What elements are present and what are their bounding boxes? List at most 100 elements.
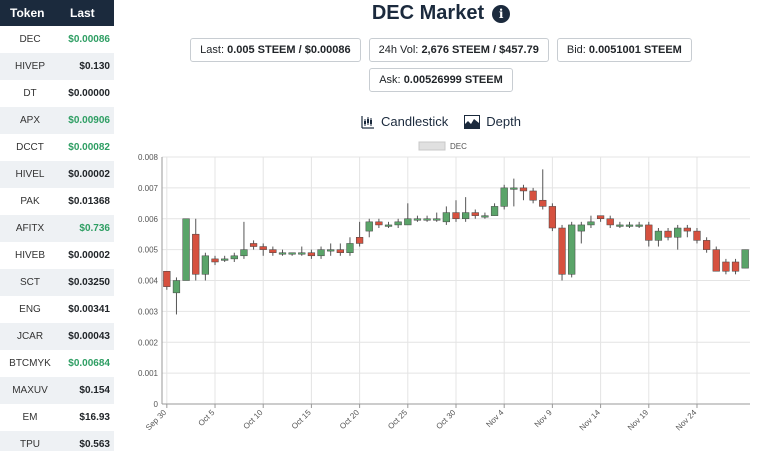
token-last-price: $0.00043 xyxy=(68,331,110,342)
tab-depth[interactable]: Depth xyxy=(464,114,521,129)
token-row[interactable]: HIVEB $0.00002 xyxy=(0,242,114,269)
x-tick-label: Nov 4 xyxy=(484,408,506,430)
candle-body xyxy=(519,187,528,192)
candle-body xyxy=(587,221,595,226)
candle-body xyxy=(462,212,470,219)
token-row[interactable]: EM $16.93 xyxy=(0,404,114,431)
token-row[interactable]: APX $0.00906 xyxy=(0,107,114,134)
token-last-price: $0.563 xyxy=(79,439,110,450)
candle-body xyxy=(548,206,557,229)
info-icon[interactable]: i xyxy=(492,4,511,23)
x-tick-label: Nov 14 xyxy=(578,408,603,433)
candle-body xyxy=(365,221,373,232)
token-symbol: HIVEB xyxy=(14,250,45,261)
candle-body xyxy=(539,199,547,207)
volume-label: 24h Vol: xyxy=(378,44,419,56)
last-column-header[interactable]: Last xyxy=(70,6,95,20)
candle-body xyxy=(278,252,287,255)
token-last-price: $0.00002 xyxy=(68,169,110,180)
bid-value: 0.0051001 STEEM xyxy=(588,44,682,56)
token-row[interactable]: DT $0.00000 xyxy=(0,80,114,107)
token-last-price: $0.154 xyxy=(79,385,110,396)
token-row[interactable]: SCT $0.03250 xyxy=(0,269,114,296)
ask-value: 0.00526999 STEEM xyxy=(403,74,503,86)
token-last-price: $0.00002 xyxy=(68,250,110,261)
candle-body xyxy=(298,252,306,255)
token-last-price: $0.00906 xyxy=(68,115,110,126)
candle-body xyxy=(722,261,730,272)
ask-stat: Ask: 0.00526999 STEEM xyxy=(369,68,513,92)
token-row[interactable]: TPU $0.563 xyxy=(0,431,114,451)
candle-body xyxy=(471,212,479,216)
token-row[interactable]: ENG $0.00341 xyxy=(0,296,114,323)
candle-body xyxy=(259,246,267,250)
token-row[interactable]: BTCMYK $0.00684 xyxy=(0,350,114,377)
market-stats: Last: 0.005 STEEM / $0.00086 24h Vol: 2,… xyxy=(114,38,768,92)
token-last-price: $0.03250 xyxy=(68,277,110,288)
token-symbol: DT xyxy=(23,88,37,99)
candle-body xyxy=(269,249,277,253)
candle-body xyxy=(645,224,653,241)
tab-depth-label: Depth xyxy=(486,114,521,129)
token-row[interactable]: AFITX $0.736 xyxy=(0,215,114,242)
token-row[interactable]: DCCT $0.00082 xyxy=(0,134,114,161)
candle-body xyxy=(741,249,749,269)
candle-body xyxy=(452,212,460,219)
tab-candlestick-label: Candlestick xyxy=(381,114,449,129)
token-row[interactable]: HIVEL $0.00002 xyxy=(0,161,114,188)
token-last-price: $0.736 xyxy=(79,223,110,234)
token-symbol: DCCT xyxy=(16,142,44,153)
candle-body xyxy=(413,218,422,221)
y-tick-label: 0.008 xyxy=(138,153,159,162)
candle-body xyxy=(606,218,614,226)
token-symbol: PAK xyxy=(20,196,40,207)
token-symbol: SCT xyxy=(20,277,40,288)
x-tick-label: Nov 24 xyxy=(674,408,699,433)
candle-body xyxy=(201,255,210,275)
candle-body xyxy=(596,215,605,219)
candle-body xyxy=(163,270,171,287)
x-tick-label: Oct 30 xyxy=(434,408,457,431)
candle-body xyxy=(693,230,701,241)
tab-candlestick[interactable]: Candlestick xyxy=(361,114,448,129)
ask-label: Ask: xyxy=(379,74,401,86)
y-tick-label: 0 xyxy=(154,400,159,409)
token-symbol: MAXUV xyxy=(12,385,48,396)
token-symbol: BTCMYK xyxy=(9,358,51,369)
token-column-header[interactable]: Token xyxy=(10,6,45,20)
market-header: DEC Market i xyxy=(114,2,768,25)
token-symbol: DEC xyxy=(19,34,41,45)
y-tick-label: 0.005 xyxy=(138,246,159,255)
token-last-price: $0.00000 xyxy=(68,88,110,99)
candle-body xyxy=(230,255,238,260)
x-tick-label: Oct 10 xyxy=(242,408,265,431)
token-symbol: JCAR xyxy=(16,331,44,342)
candle-body xyxy=(654,230,663,241)
candle-body xyxy=(172,280,181,294)
candle-body xyxy=(731,261,740,272)
candle-body xyxy=(664,230,672,238)
candle-body xyxy=(307,252,316,257)
token-row[interactable]: PAK $0.01368 xyxy=(0,188,114,215)
candlestick-chart-icon xyxy=(361,115,375,129)
token-row[interactable]: JCAR $0.00043 xyxy=(0,323,114,350)
token-symbol: ENG xyxy=(19,304,41,315)
legend-label: DEC xyxy=(450,142,467,151)
last-price-value: 0.005 STEEM / $0.00086 xyxy=(227,44,351,56)
token-row[interactable]: HIVEP $0.130 xyxy=(0,53,114,80)
candle-body xyxy=(433,218,441,221)
candle-body xyxy=(249,243,258,247)
token-symbol: HIVEP xyxy=(14,61,45,72)
candle-body xyxy=(625,224,634,227)
candle-body xyxy=(490,206,499,216)
candlestick-chart[interactable]: DEC 0 0.001 0.002 0.003 0.004 0.005 0.006 0.007 0… xyxy=(114,136,768,451)
token-symbol: AFITX xyxy=(15,223,45,234)
token-row[interactable]: MAXUV $0.154 xyxy=(0,377,114,404)
candle-body xyxy=(712,249,720,272)
y-tick-label: 0.002 xyxy=(138,338,159,347)
legend-swatch xyxy=(418,141,446,151)
y-tick-label: 0.003 xyxy=(138,307,159,316)
token-row[interactable]: DEC $0.00086 xyxy=(0,26,114,53)
token-symbol: EM xyxy=(22,412,38,423)
candle-body xyxy=(192,233,200,275)
